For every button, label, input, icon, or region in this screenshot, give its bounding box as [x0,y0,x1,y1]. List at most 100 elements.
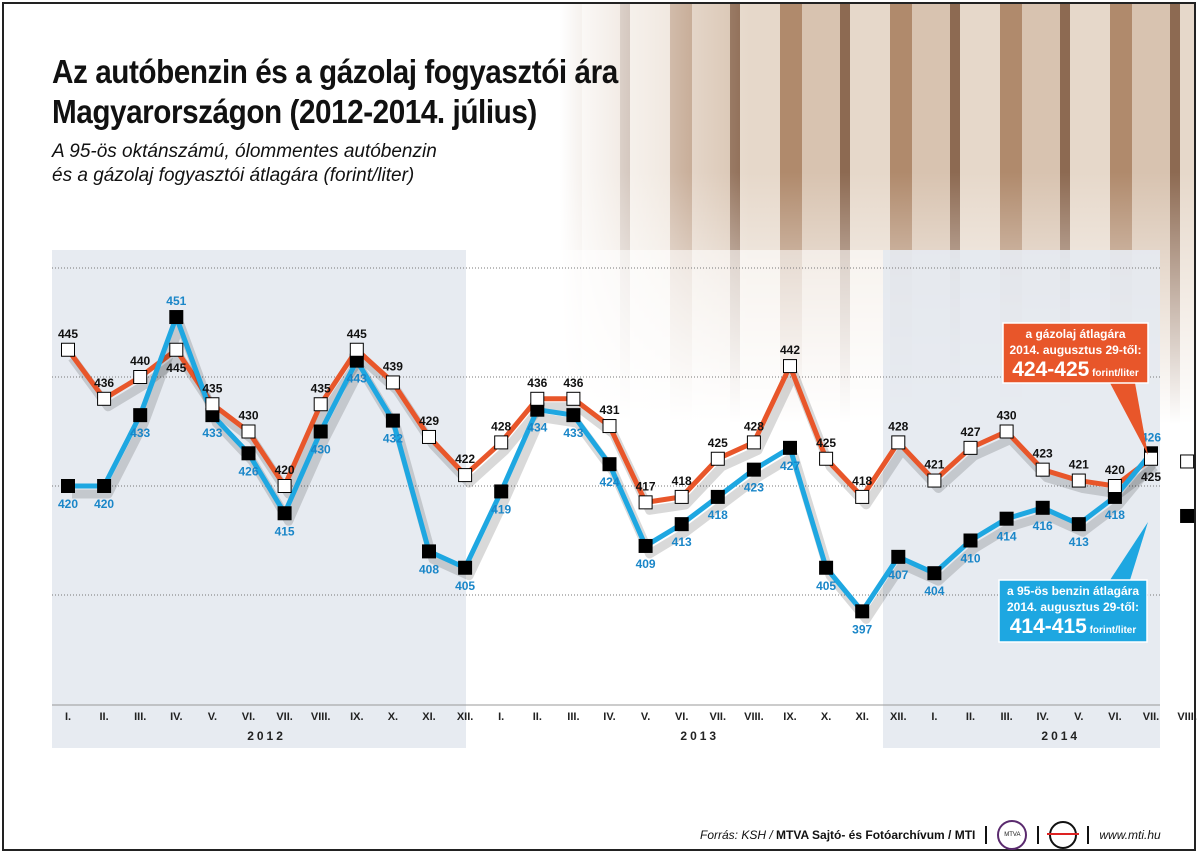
petrol-data-label: 420 [94,497,114,511]
diesel-marker [241,424,256,439]
source-text: Forrás: KSH / MTVA Sajtó- és Fotóarchívu… [700,828,975,842]
petrol-data-label: 433 [563,426,583,440]
petrol-callout-pointer [1110,522,1148,580]
x-tick-label: X. [388,711,398,723]
diesel-marker [963,440,978,455]
petrol-marker [999,511,1014,526]
diesel-callout-line2: 2014. augusztus 29-től: [1009,343,1141,357]
diesel-data-label: 445 [166,361,186,375]
diesel-data-label: 425 [816,436,836,450]
diesel-marker [1035,462,1050,477]
x-tick-label: III. [567,711,579,723]
x-tick-label: VII. [1143,711,1160,723]
x-tick-label: V. [641,711,650,723]
petrol-marker [927,566,942,581]
petrol-callout-line1: a 95-ös benzin átlagára [1007,584,1139,598]
petrol-data-label: 418 [708,508,728,522]
diesel-data-label: 420 [275,463,295,477]
diesel-data-label: 418 [672,474,692,488]
diesel-data-label: 445 [347,327,367,341]
petrol-marker [494,484,509,499]
diesel-marker [458,468,473,483]
petrol-data-label: 409 [636,557,656,571]
petrol-marker [674,517,689,532]
x-tick-label: V. [208,711,217,723]
diesel-marker [349,342,364,357]
diesel-marker [422,429,436,444]
diesel-marker [97,391,112,406]
diesel-marker [313,397,328,412]
diesel-marker [638,495,653,510]
diesel-marker [1144,451,1158,466]
diesel-marker [674,489,689,504]
x-tick-label: VII. [276,711,293,723]
diesel-marker [1071,473,1086,488]
mti-logo [1047,821,1080,849]
diesel-marker [602,419,617,434]
diesel-marker [999,424,1014,439]
year-label: 2012 [247,729,286,743]
petrol-data-label: 424 [599,475,619,489]
diesel-marker [819,451,834,466]
x-tick-label: XI. [422,711,435,723]
x-tick-label: I. [65,711,71,723]
petrol-data-label: 430 [311,443,331,457]
diesel-data-label: 445 [58,327,78,341]
diesel-data-label: 439 [383,359,403,373]
diesel-callout-pointer [1110,383,1148,455]
diesel-data-label: 425 [708,436,728,450]
diesel-data-label: 420 [1105,463,1125,477]
mtva-logo: MTVA [997,820,1028,850]
diesel-marker [494,435,509,450]
petrol-marker [1180,508,1195,523]
diesel-marker [277,479,292,493]
website-link[interactable]: www.mti.hu [1099,828,1161,842]
x-tick-label: III. [1000,711,1012,723]
petrol-data-label: 405 [455,579,475,593]
diesel-marker [385,375,400,390]
divider [1087,826,1090,844]
diesel-data-label: 417 [636,479,656,493]
title-line-2: Magyarországon (2012-2014. július) [52,93,537,130]
subtitle-line-2: és a gázolaj fogyasztói átlagára (forint… [52,165,415,186]
diesel-data-label: 428 [888,419,908,433]
diesel-data-label: 431 [599,403,619,417]
petrol-marker [97,479,112,493]
petrol-data-label: 434 [527,421,547,435]
petrol-data-label: 407 [888,568,908,582]
diesel-data-label: 427 [960,425,980,439]
petrol-data-label: 414 [997,530,1017,544]
diesel-data-label: 418 [852,474,872,488]
petrol-marker [566,408,581,423]
petrol-data-label: 432 [383,432,403,446]
petrol-marker [963,533,978,548]
petrol-marker [602,457,617,472]
diesel-data-label: 435 [202,381,222,395]
diesel-marker [205,397,220,412]
diesel-data-label: 442 [780,343,800,357]
petrol-marker [169,310,184,325]
petrol-data-label: 433 [202,426,222,440]
diesel-marker [1180,454,1195,469]
x-tick-label: XII. [890,711,907,723]
x-tick-label: X. [821,711,831,723]
x-tick-label: VI. [675,711,688,723]
petrol-marker [891,549,906,564]
subtitle-line-1: A 95-ös oktánszámú, ólommentes autóbenzi… [52,141,437,162]
x-tick-label: IV. [1036,711,1048,723]
diesel-marker [710,451,725,466]
diesel-data-label: 421 [1069,458,1089,472]
petrol-marker [458,560,473,575]
petrol-data-label: 405 [816,579,836,593]
x-tick-label: IV. [603,711,615,723]
petrol-data-label: 426 [1141,430,1161,444]
petrol-data-label: 420 [58,497,78,511]
divider [1037,826,1040,844]
petrol-marker [855,604,870,619]
year-panel-2012 [52,250,466,748]
diesel-marker [855,489,870,504]
x-tick-label: IX. [783,711,796,723]
diesel-marker [61,342,75,357]
